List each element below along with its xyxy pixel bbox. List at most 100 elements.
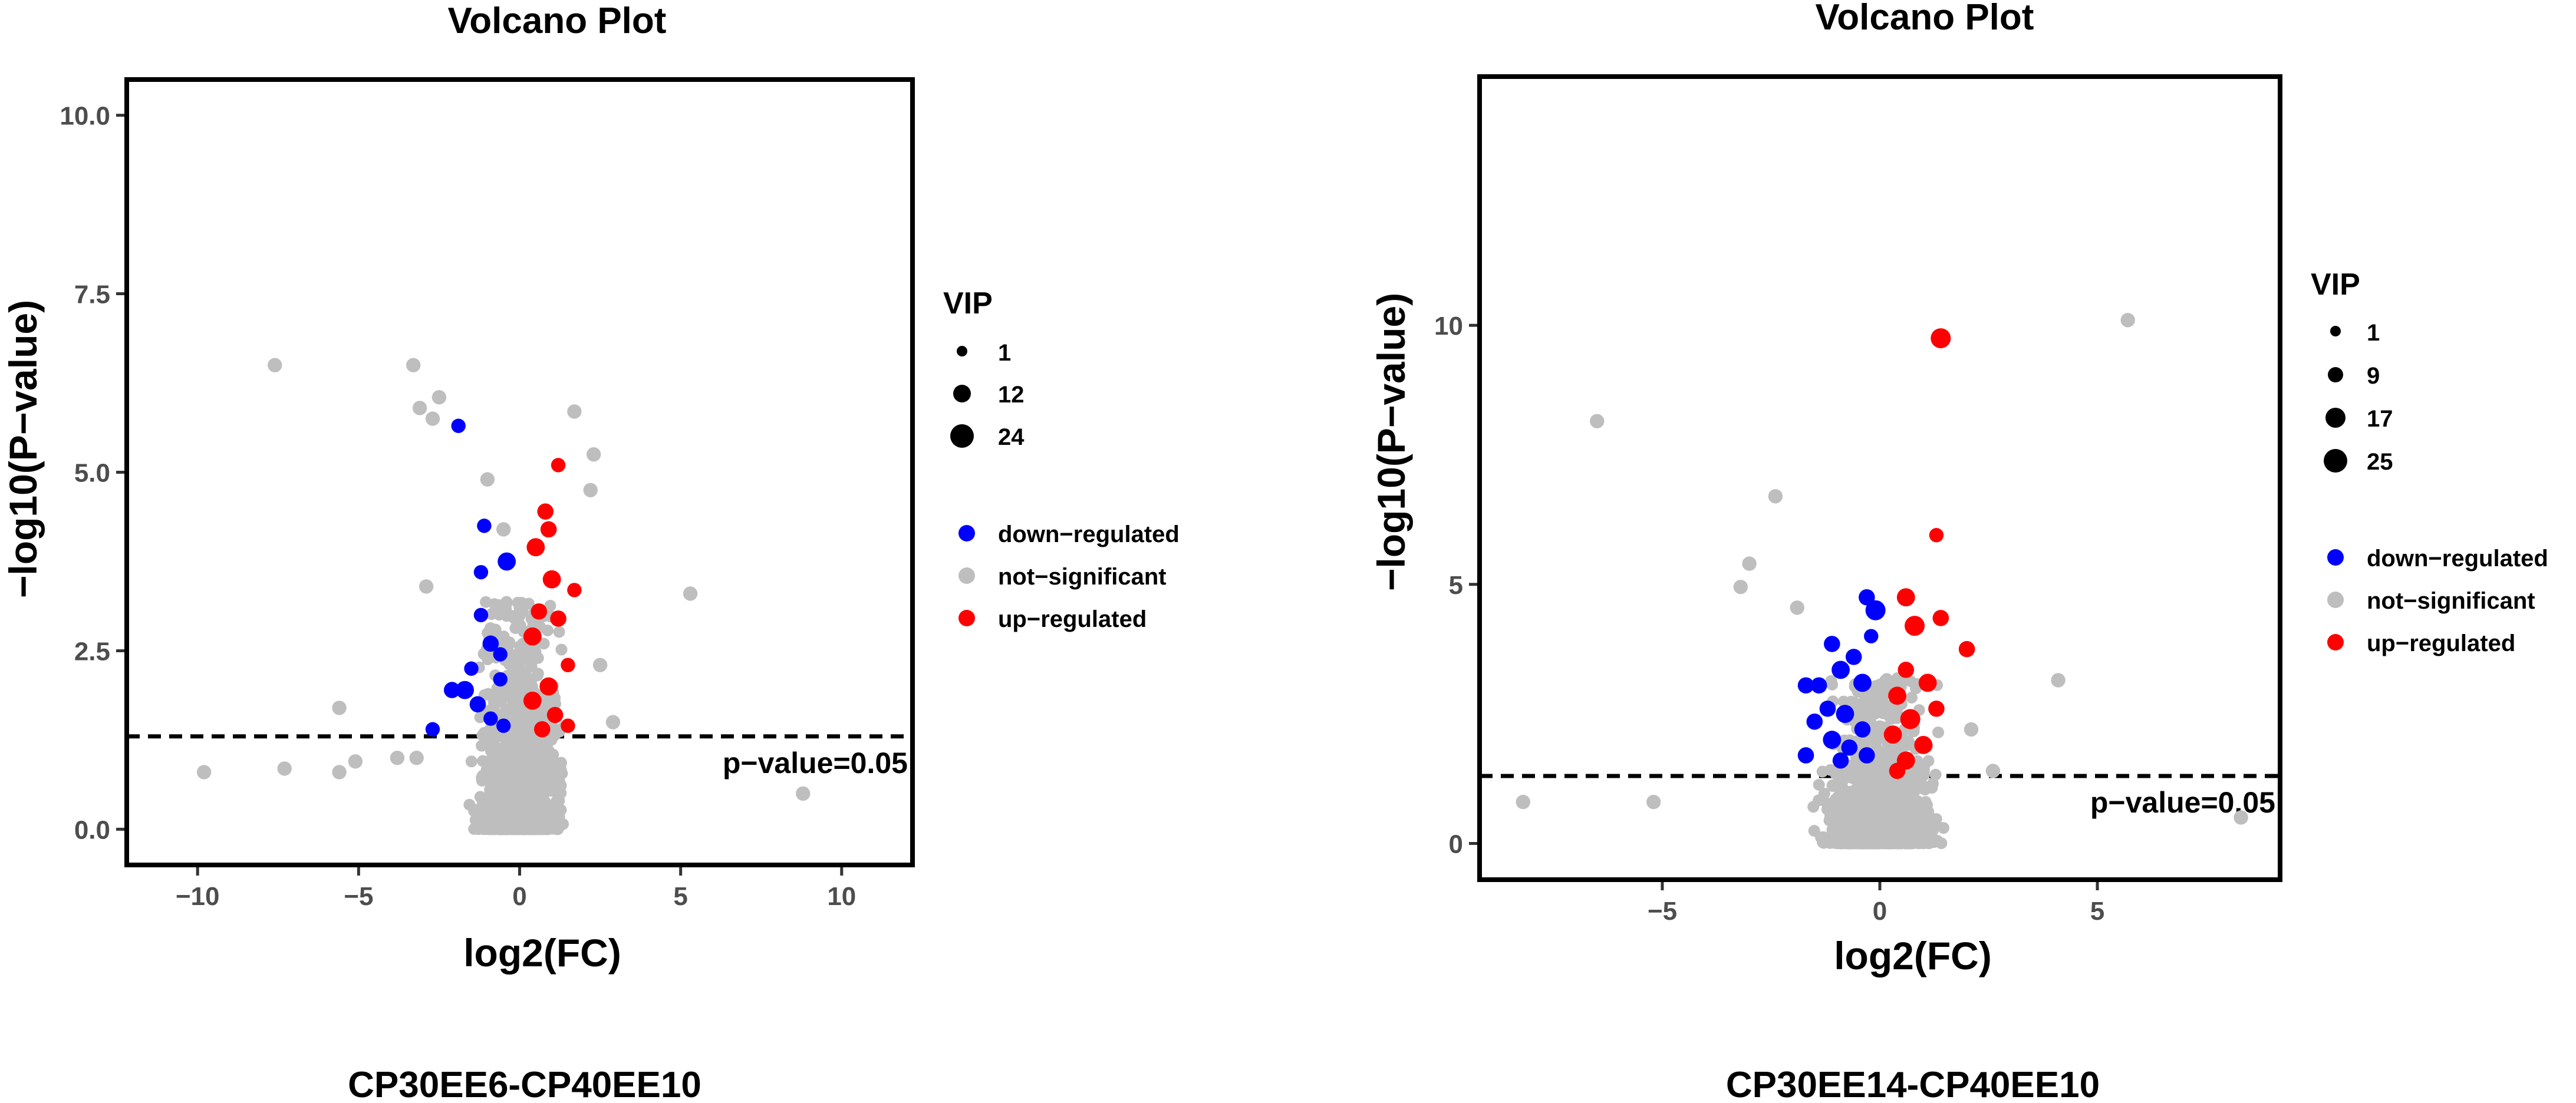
data-point-ns (1850, 811, 1863, 824)
legend-size-label: 1 (2367, 320, 2380, 346)
data-point-ns (473, 806, 486, 818)
data-point-down (477, 519, 492, 533)
data-point-ns (268, 358, 282, 372)
data-point-down (1859, 589, 1875, 606)
data-point-down (483, 711, 498, 726)
data-point-ns (1790, 600, 1804, 615)
y-tick-label: 5 (1449, 571, 1463, 600)
data-point-down (1836, 705, 1854, 724)
legend-swatch-down (2327, 549, 2344, 566)
data-point-ns (528, 808, 541, 821)
data-points (196, 358, 811, 801)
volcano-panel-cp30ee6: Volcano Plot 0.02.55.07.510.0 −10 −5 0 5 10 … (1, 1, 1180, 1103)
data-point-ns (1862, 774, 1875, 786)
y-tick-label: 0.0 (74, 815, 110, 844)
data-point-up (546, 706, 564, 724)
data-point-down (1797, 747, 1814, 764)
data-point-ns (544, 599, 556, 612)
data-point-ns (501, 635, 513, 648)
data-point-ns (592, 658, 608, 672)
data-point-ns (548, 823, 560, 835)
data-point-ns (1836, 816, 1848, 828)
data-point-down (1865, 600, 1886, 620)
data-point-ns (545, 768, 557, 780)
data-point-ns (1826, 780, 1839, 792)
data-point-ns (526, 681, 538, 693)
data-point-up (1931, 328, 1951, 349)
data-point-down (1864, 629, 1879, 643)
y-tick-label: 10.0 (60, 102, 110, 131)
color-legend: down−regulated not−significant up−regula… (2327, 546, 2548, 656)
data-point-down (1859, 747, 1875, 764)
data-point-ns (538, 638, 550, 650)
y-tick-label: 2.5 (74, 637, 110, 666)
data-point-ns (543, 757, 555, 769)
data-point-ns (481, 765, 493, 777)
data-point-down (1810, 677, 1827, 694)
data-point-down (456, 681, 475, 699)
data-point-ns (1866, 689, 1879, 701)
data-point-ns (567, 404, 582, 419)
y-tick-label: 10 (1434, 312, 1463, 341)
data-point-ns (1873, 723, 1886, 735)
data-point-ns (1883, 774, 1895, 787)
data-point-down (482, 635, 499, 652)
data-point-ns (529, 768, 542, 780)
data-point-ns (1884, 703, 1896, 715)
data-point-ns (1843, 837, 1855, 850)
data-point-ns (1918, 761, 1930, 773)
data-point-ns (478, 797, 490, 810)
legend-swatch-down (958, 525, 975, 541)
data-point-ns (1813, 778, 1825, 791)
data-point-ns (540, 802, 552, 814)
data-point-ns (1895, 837, 1908, 849)
data-point-down (493, 647, 508, 662)
x-tick-label: 0 (1873, 897, 1887, 926)
data-point-ns (487, 778, 499, 790)
data-point-ns (1887, 800, 1899, 812)
data-point-ns (1816, 765, 1829, 778)
data-point-ns (2234, 810, 2248, 825)
data-point-ns (1916, 818, 1929, 830)
legend-size-marker (950, 424, 974, 448)
data-point-ns (1839, 805, 1851, 818)
data-point-ns (483, 738, 496, 750)
data-point-up (531, 603, 548, 620)
color-legend: down−regulated not−significant up−regula… (958, 521, 1180, 632)
data-point-up (1905, 616, 1925, 636)
size-legend: VIP 1 9 17 25 (2311, 268, 2393, 475)
data-point-ns (2120, 313, 2135, 328)
data-point-down (1797, 677, 1814, 694)
legend-size-label: 24 (998, 424, 1025, 450)
data-point-ns (1919, 796, 1932, 808)
data-point-ns (555, 643, 568, 656)
data-point-ns (1929, 768, 1942, 781)
data-point-ns (523, 711, 535, 724)
data-point-ns (1878, 751, 1890, 764)
data-point-down (496, 718, 511, 733)
data-point-ns (1919, 783, 1931, 795)
y-axis-label: −log10(P−value) (1, 300, 45, 598)
point-cloud (1807, 672, 1949, 850)
data-point-down (498, 552, 516, 571)
data-point-down (473, 607, 489, 623)
data-point-ns (1886, 814, 1899, 826)
data-point-ns (1733, 579, 1748, 595)
x-tick-label: −5 (1648, 897, 1677, 926)
data-point-up (561, 718, 575, 733)
y-tick-label: 0 (1449, 830, 1463, 858)
legend-size-label: 9 (2367, 363, 2380, 389)
data-point-ns (196, 765, 212, 780)
data-point-ns (525, 661, 538, 673)
data-point-ns (412, 401, 427, 415)
legend-swatch-ns (2327, 592, 2344, 608)
data-point-ns (605, 715, 621, 729)
data-point-up (1900, 709, 1921, 729)
legend-label-down: down−regulated (2367, 546, 2548, 572)
data-point-down (443, 682, 460, 698)
data-point-ns (465, 755, 477, 768)
data-point-ns (1839, 795, 1851, 807)
data-point-ns (1590, 414, 1605, 428)
data-point-ns (1823, 814, 1836, 827)
